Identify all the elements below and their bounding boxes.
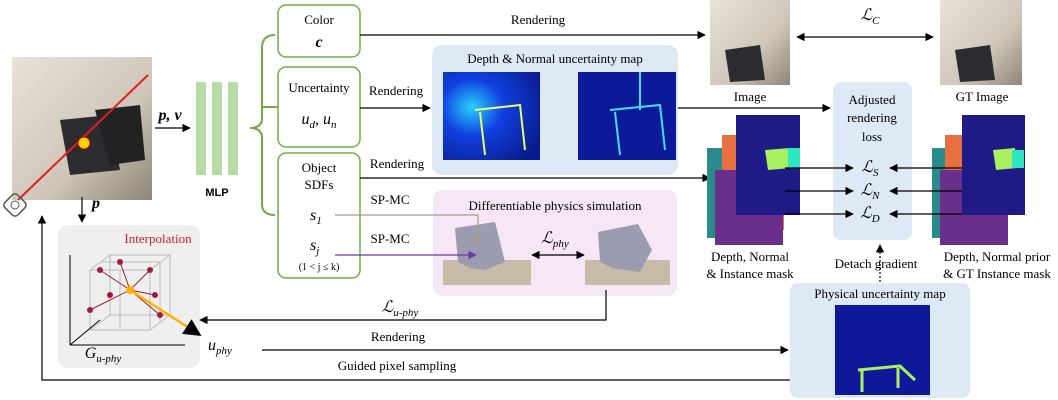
chair-shape [725,45,765,82]
base: ℒ [861,182,873,199]
rendering-label: Rendering [371,329,426,344]
base: u [208,337,216,354]
brace [250,35,275,215]
mask-object [765,148,792,170]
physical-uncertainty-image [835,305,930,395]
sub: phy [215,345,232,357]
rendering-label: Rendering [511,12,566,27]
uphy-label: uphy [208,337,232,357]
pose-label: p, v [156,107,182,124]
sub: phy [552,238,569,250]
head-title: Object [302,160,337,175]
caption: & GT Instance mask [943,266,1051,281]
base: ℒ [382,299,394,316]
image-label: GT Image [956,89,1009,104]
image-label: Image [734,89,767,104]
caption: Depth, Normal [711,249,789,264]
sub: C [872,15,880,27]
loss: ℒu-phy [382,299,419,319]
separator: , [315,111,323,128]
chair-shape [955,45,995,82]
base: ℒ [541,230,553,247]
loss: ℒC [861,7,881,27]
rendering-label: Rendering [369,83,424,98]
base: G [85,345,97,362]
sub: S [873,167,879,179]
uncertainty-head [278,67,360,147]
range: (1 < j ≤ k) [299,262,340,273]
sp-mc-label: SP-MC [370,192,409,207]
camera-lens [11,201,19,209]
base: u [302,111,310,128]
pipeline-diagram: p, v MLP Color c Uncertainty ud, un Obje… [0,0,1058,400]
panel-title: Physical uncertainty map [814,286,945,301]
mask-object [788,148,800,168]
sub: D [871,213,880,225]
detach-label: Detach gradient [835,256,918,271]
mlp-layer [228,82,238,175]
symbol: c [315,34,322,51]
caption: & Instance mask [706,266,794,281]
mlp-label: MLP [205,187,228,199]
grid-label: Interpolation [124,231,192,246]
sub: 1 [316,215,322,227]
sub: u-phy [96,353,121,365]
panel-title: rendering [847,110,897,125]
mlp-layer [212,82,222,175]
sub: n [331,119,337,131]
mask-object [1012,150,1024,168]
caption: Depth, Normal prior [944,249,1051,264]
mlp-layer [196,82,206,175]
panel-title: loss [862,129,882,144]
sp-mc-label: SP-MC [370,231,409,246]
head-title: Color [304,12,334,27]
base: ℒ [861,159,873,176]
sub: u-phy [393,307,418,319]
panel-title: Depth & Normal uncertainty map [467,51,642,66]
panel-title: Adjusted [849,92,896,107]
base: u [323,111,331,128]
base: ℒ [860,205,872,222]
point-label: p [90,195,100,212]
head-title: SDFs [305,177,334,192]
grid-panel [58,225,200,368]
sample-point [78,137,90,149]
rendering-label: Rendering [370,156,425,171]
guided-label: Guided pixel sampling [338,358,457,373]
panel-title: Differentiable physics simulation [468,198,642,213]
head-title: Uncertainty [288,80,350,95]
sub: N [871,190,880,202]
base: ℒ [861,7,873,24]
